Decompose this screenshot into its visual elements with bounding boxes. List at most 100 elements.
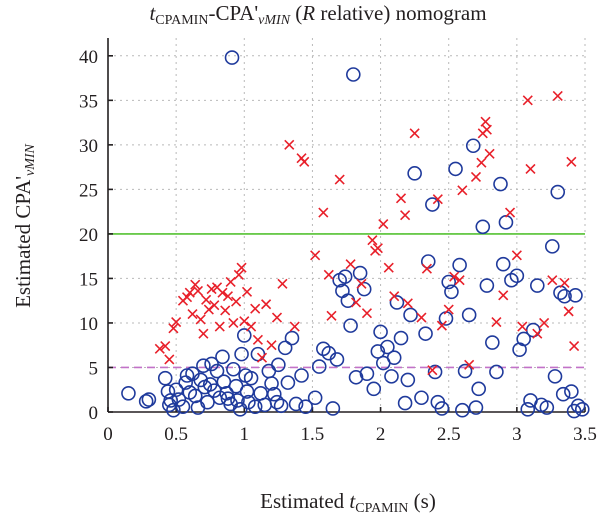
cross-point xyxy=(427,365,438,376)
x-axis-label: Estimated tCPAMIN (s) xyxy=(260,489,436,516)
cross-point xyxy=(256,352,268,363)
cross-point xyxy=(277,278,288,289)
cross-point xyxy=(201,294,212,305)
circle-point xyxy=(434,401,450,416)
circle-point xyxy=(261,363,277,379)
cross-point xyxy=(231,296,242,307)
cross-point xyxy=(559,277,570,288)
circle-point xyxy=(356,281,372,297)
circle-point xyxy=(348,369,364,385)
cross-point xyxy=(289,321,300,332)
cross-point xyxy=(160,341,171,352)
circle-point xyxy=(277,340,293,356)
circle-point xyxy=(468,400,484,415)
circle-point xyxy=(234,346,249,362)
circle-point xyxy=(294,368,309,383)
circle-point xyxy=(393,330,409,346)
circle-point xyxy=(489,364,504,380)
cross-point xyxy=(409,128,420,139)
circle-point xyxy=(370,344,386,359)
circle-point xyxy=(247,399,263,414)
circle-point xyxy=(403,307,418,323)
cross-point xyxy=(217,287,228,298)
circle-point xyxy=(121,385,136,401)
cross-point xyxy=(432,194,443,205)
circle-point xyxy=(236,328,252,343)
circle-point xyxy=(498,215,514,230)
cross-point xyxy=(400,210,411,221)
cross-point xyxy=(552,90,563,101)
circle-point xyxy=(553,285,568,300)
circle-point xyxy=(441,274,457,290)
cross-point xyxy=(566,156,577,167)
cross-point xyxy=(539,317,550,329)
circle-point xyxy=(407,166,422,181)
circle-point xyxy=(568,288,583,303)
cross-point xyxy=(547,275,558,286)
cross-point xyxy=(171,316,182,328)
circle-point xyxy=(425,197,440,212)
circle-point xyxy=(520,402,536,417)
cross-point xyxy=(225,276,236,288)
circle-point xyxy=(141,392,157,407)
circle-point xyxy=(269,394,285,410)
cross-point xyxy=(239,316,250,327)
cross-point xyxy=(154,343,165,354)
circle-point xyxy=(516,331,531,347)
cross-point xyxy=(372,243,383,254)
circle-point xyxy=(373,324,388,340)
cross-point xyxy=(261,299,272,310)
circle-point xyxy=(397,395,413,411)
cross-point xyxy=(436,320,447,331)
circle-point xyxy=(138,394,154,409)
y-tick-label: 20 xyxy=(79,225,98,246)
reference-lines xyxy=(108,233,585,369)
cross-point xyxy=(470,171,482,182)
x-tick-label: 0 xyxy=(103,424,113,445)
cross-point xyxy=(498,290,509,301)
circle-point xyxy=(380,339,395,355)
circle-point xyxy=(226,361,241,377)
cross-point xyxy=(454,275,465,286)
cross-point xyxy=(310,250,321,261)
circle-point xyxy=(273,398,289,414)
x-tick-label: 3 xyxy=(512,424,522,445)
cross-point xyxy=(402,298,413,309)
circle-point xyxy=(239,384,255,399)
circle-point xyxy=(444,284,459,300)
circle-point xyxy=(215,349,230,365)
cross-point xyxy=(222,291,233,302)
circle-point xyxy=(175,399,191,414)
circle-point xyxy=(298,399,313,414)
cross-point xyxy=(271,312,283,323)
cross-point xyxy=(480,116,491,127)
cross-point xyxy=(206,284,217,295)
cross-point xyxy=(299,156,310,167)
circle-point xyxy=(209,363,225,379)
cross-point xyxy=(334,174,345,185)
cross-point xyxy=(192,285,204,296)
circle-point xyxy=(386,350,402,365)
circle-point xyxy=(485,335,500,350)
x-tick-label: 1 xyxy=(240,424,250,445)
cross-point xyxy=(214,321,225,332)
cross-point xyxy=(525,163,536,174)
cross-point xyxy=(504,207,516,218)
circle-point xyxy=(493,176,508,192)
cross-point xyxy=(476,157,487,168)
circle-point xyxy=(570,398,586,414)
data-points xyxy=(121,50,590,419)
circle-point xyxy=(266,386,282,402)
x-tick-labels: 0 0.5 1 1.5 2 2.5 3 3.5 xyxy=(103,424,597,445)
circle-point xyxy=(366,381,382,397)
circle-point xyxy=(465,138,481,154)
circle-point xyxy=(271,357,286,373)
circle-point xyxy=(564,384,579,399)
circle-point xyxy=(455,402,470,418)
cross-point xyxy=(323,269,334,280)
cross-point xyxy=(383,262,394,273)
cross-point xyxy=(168,323,179,334)
y-tick-label: 15 xyxy=(79,269,98,290)
circle-point xyxy=(461,307,477,323)
